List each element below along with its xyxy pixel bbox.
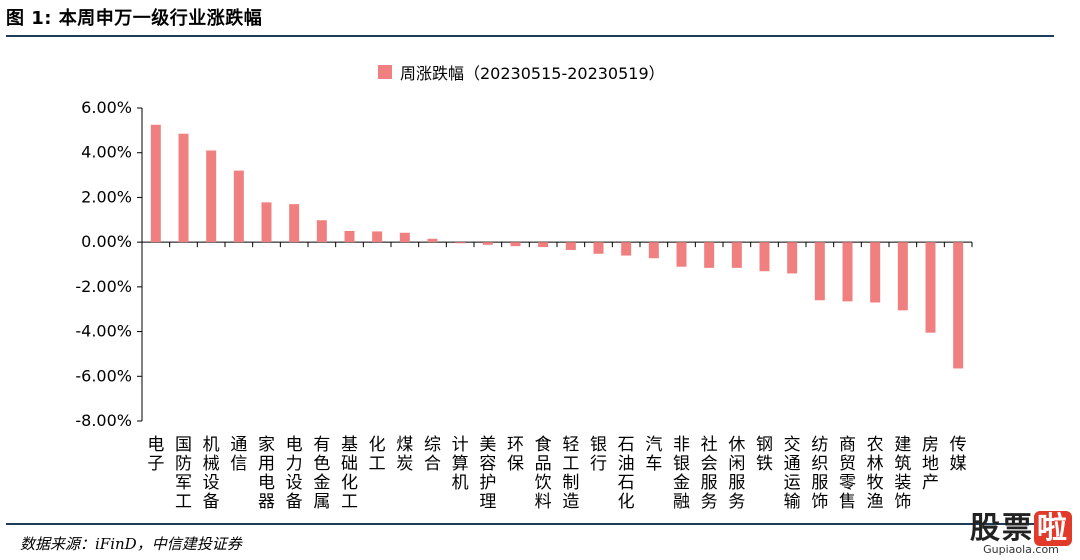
bar-综合	[427, 238, 438, 243]
chart-legend: 周涨跌幅（20230515-20230519）	[378, 60, 665, 84]
category-label-电力设备: 电力设备	[286, 435, 303, 512]
category-label-社会服务: 社会服务	[701, 435, 718, 512]
bar-社会服务	[704, 242, 715, 268]
bar-农林牧渔	[870, 242, 881, 303]
bar-基础化工	[344, 230, 355, 243]
bar-美容护理	[482, 242, 493, 245]
bar-轻工制造	[565, 242, 576, 250]
bar-房地产	[925, 242, 936, 333]
bar-国防军工	[178, 133, 189, 243]
bar-家用电器	[261, 202, 272, 243]
category-label-交通运输: 交通运输	[784, 435, 801, 512]
category-label-农林牧渔: 农林牧渔	[867, 435, 884, 512]
y-tick-label: -2.00%	[75, 277, 132, 296]
watermark-logo: 股票啦 Gupiaola.com	[970, 503, 1072, 556]
category-label-机械设备: 机械设备	[203, 435, 220, 512]
category-label-纺织服饰: 纺织服饰	[811, 435, 828, 512]
bar-煤炭	[399, 232, 410, 243]
category-label-化工: 化工	[369, 435, 386, 474]
category-label-钢铁: 钢铁	[756, 435, 773, 474]
bar-电力设备	[289, 204, 300, 243]
category-label-环保: 环保	[507, 435, 524, 474]
bar-商贸零售	[842, 242, 853, 302]
category-label-通信: 通信	[230, 435, 247, 474]
category-label-非银金融: 非银金融	[673, 435, 690, 512]
y-tick-label: 2.00%	[81, 187, 132, 206]
legend-swatch	[378, 65, 392, 79]
title-rule	[6, 35, 1054, 37]
category-label-家用电器: 家用电器	[258, 435, 275, 512]
category-label-综合: 综合	[424, 435, 441, 474]
y-tick-label: 4.00%	[81, 143, 132, 162]
category-label-石油石化: 石油石化	[618, 435, 635, 512]
category-label-食品饮料: 食品饮料	[535, 435, 552, 512]
y-tick-label: 0.00%	[81, 232, 132, 251]
y-tick-label: -6.00%	[75, 366, 132, 385]
y-tick-label: -4.00%	[75, 322, 132, 341]
category-label-房地产: 房地产	[922, 435, 939, 493]
y-tick-label: 6.00%	[81, 98, 132, 117]
category-label-传媒: 传媒	[950, 435, 967, 474]
bar-交通运输	[787, 242, 798, 274]
category-label-基础化工: 基础化工	[341, 435, 358, 512]
y-tick-label: -8.00%	[75, 411, 132, 430]
category-label-计算机: 计算机	[452, 435, 469, 493]
bar-食品饮料	[538, 242, 549, 248]
bar-休闲服务	[731, 242, 742, 268]
bar-环保	[510, 242, 521, 247]
bar-石油石化	[621, 242, 632, 256]
data-source: 数据来源：iFinD，中信建投证券	[20, 535, 242, 553]
bar-汽车	[648, 242, 659, 259]
bar-钢铁	[759, 242, 770, 272]
bar-纺织服饰	[814, 242, 825, 301]
bar-电子	[150, 124, 161, 243]
bar-计算机	[455, 242, 466, 244]
category-label-休闲服务: 休闲服务	[728, 435, 745, 512]
category-label-建筑装饰: 建筑装饰	[894, 435, 911, 512]
footer-rule	[6, 523, 1054, 525]
bar-非银金融	[676, 242, 687, 267]
bar-机械设备	[206, 150, 217, 243]
watermark-url: Gupiaola.com	[983, 543, 1059, 556]
bar-传媒	[953, 242, 964, 369]
figure-title: 图 1: 本周申万一级行业涨跌幅	[6, 8, 263, 29]
bar-化工	[372, 231, 383, 243]
bar-建筑装饰	[897, 242, 908, 311]
category-label-国防军工: 国防军工	[175, 435, 192, 512]
category-label-美容护理: 美容护理	[479, 435, 496, 512]
bar-有色金属	[316, 220, 327, 243]
category-label-汽车: 汽车	[645, 435, 662, 474]
category-label-电子: 电子	[147, 435, 164, 474]
category-label-煤炭: 煤炭	[396, 435, 413, 474]
bar-通信	[233, 170, 244, 243]
category-label-银行: 银行	[590, 435, 607, 474]
category-label-轻工制造: 轻工制造	[562, 435, 579, 512]
category-label-有色金属: 有色金属	[313, 435, 330, 512]
watermark-text-accent: 啦	[1034, 511, 1072, 546]
category-label-商贸零售: 商贸零售	[839, 435, 856, 512]
watermark-text-main: 股票	[970, 511, 1034, 546]
legend-label: 周涨跌幅（20230515-20230519）	[400, 64, 665, 83]
bar-银行	[593, 242, 604, 254]
